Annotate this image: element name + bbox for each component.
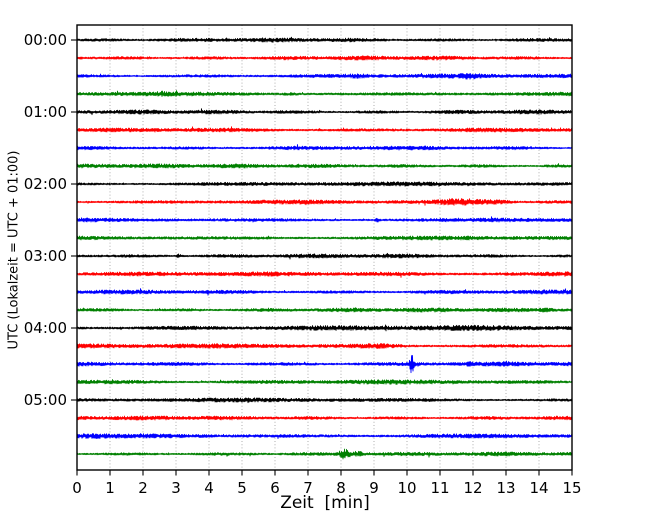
x-tick-label: 9 <box>369 479 379 497</box>
trace-04:00 <box>76 324 573 332</box>
x-tick-label: 3 <box>171 479 181 497</box>
y-tick-label: 01:00 <box>24 103 67 121</box>
trace-05:00 <box>76 397 573 404</box>
x-tick-label: 12 <box>463 479 482 497</box>
x-tick-label: 5 <box>237 479 247 497</box>
trace-01:00 <box>76 108 573 116</box>
trace-02:00 <box>76 181 573 187</box>
trace-00:00 <box>76 36 573 43</box>
x-tick-label: 2 <box>138 479 148 497</box>
x-tick-label: 1 <box>105 479 115 497</box>
y-tick-label: 04:00 <box>24 319 67 337</box>
trace-01:30 <box>76 144 573 151</box>
axis-frame <box>76 24 573 471</box>
trace-03:00 <box>76 252 573 260</box>
trace-01:15 <box>76 126 573 133</box>
y-tick-label: 03:00 <box>24 247 67 265</box>
x-axis-title: Zeit [min] <box>280 493 370 513</box>
x-tick-label: 14 <box>529 479 548 497</box>
x-tick-label: 15 <box>562 479 581 497</box>
trace-02:30 <box>76 216 573 223</box>
trace-04:15 <box>76 343 573 350</box>
trace-00:15 <box>76 55 573 61</box>
trace-03:30 <box>76 288 573 296</box>
trace-04:45 <box>76 379 573 385</box>
x-tick-label: 13 <box>496 479 515 497</box>
trace-02:45 <box>76 235 573 241</box>
y-axis-title: UTC (Lokalzeit = UTC + 01:00) <box>6 150 22 350</box>
trace-00:30 <box>76 72 573 80</box>
x-tick-label: 0 <box>72 479 82 497</box>
x-tick-label: 6 <box>270 479 280 497</box>
x-tick-label: 11 <box>430 479 449 497</box>
trace-05:45 <box>76 448 573 460</box>
trace-00:45 <box>76 90 573 98</box>
trace-03:45 <box>76 307 573 313</box>
x-tick-label: 4 <box>204 479 214 497</box>
x-tick-label: 7 <box>303 479 313 497</box>
y-tick-label: 00:00 <box>24 31 67 49</box>
trace-04:30 <box>76 354 573 374</box>
trace-05:15 <box>76 415 573 421</box>
y-tick-label: 05:00 <box>24 391 67 409</box>
x-tick-label: 10 <box>397 479 416 497</box>
trace-05:30 <box>76 433 573 440</box>
trace-01:45 <box>76 163 573 169</box>
y-tick-label: 02:00 <box>24 175 67 193</box>
x-tick-label: 8 <box>336 479 346 497</box>
trace-03:15 <box>76 271 573 278</box>
trace-02:15 <box>76 198 573 206</box>
